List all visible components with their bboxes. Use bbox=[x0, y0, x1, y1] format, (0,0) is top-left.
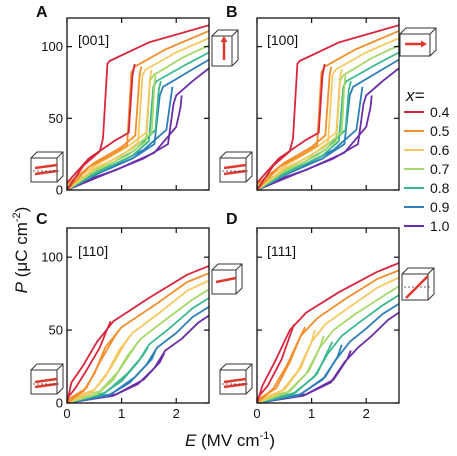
series-line-0.4-up bbox=[257, 262, 399, 403]
x-tick-label: 1 bbox=[308, 406, 315, 421]
x-tick-label: 0 bbox=[63, 406, 70, 421]
y-tick-label: 100 bbox=[41, 250, 63, 265]
panel-letter: D bbox=[226, 211, 238, 228]
x-tick-label: 1 bbox=[118, 406, 125, 421]
panels: 0 50 100 A [001] B [100] 0 50 100 0 1 2 C [110] 0 1 2 D [11… bbox=[36, 4, 400, 421]
panel-b: B [100] bbox=[226, 4, 400, 191]
series-line-1.0-up bbox=[257, 311, 399, 403]
legend-label-0.8: 0.8 bbox=[430, 180, 450, 196]
panel-a: 0 50 100 A [001] bbox=[36, 4, 210, 198]
series-line-0.4-down bbox=[67, 320, 112, 400]
series-line-1.0-down bbox=[257, 95, 373, 188]
series-line-0.6-down bbox=[67, 335, 131, 401]
panel-letter: A bbox=[36, 4, 48, 21]
series-line-1.0-down bbox=[67, 95, 183, 188]
legend-label-0.6: 0.6 bbox=[430, 142, 450, 158]
series-line-0.6-down bbox=[257, 329, 316, 401]
y-tick-label: 50 bbox=[49, 111, 63, 126]
series-line-0.4-up bbox=[67, 24, 209, 190]
cube-icon-d-bottom bbox=[219, 363, 253, 395]
series-line-0.4-down bbox=[257, 323, 295, 400]
panel-d: 0 1 2 D [111] bbox=[226, 211, 400, 421]
y-tick-label: 0 bbox=[56, 396, 63, 411]
direction-label: [110] bbox=[78, 243, 108, 259]
series-line-0.7-down bbox=[257, 75, 347, 187]
series-line-0.7-down bbox=[67, 341, 139, 401]
series-line-0.7-down bbox=[67, 75, 157, 187]
y-tick-label: 0 bbox=[56, 183, 63, 198]
cube-icon-c-bottom bbox=[30, 363, 64, 395]
panel-frame bbox=[256, 17, 400, 191]
x-tick-label: 2 bbox=[363, 406, 370, 421]
direction-label: [100] bbox=[267, 32, 298, 48]
series-line-0.6-down bbox=[257, 69, 343, 186]
panel-curves bbox=[257, 262, 399, 403]
cube-icon-b-bottom bbox=[219, 151, 253, 183]
x-tick-label: 0 bbox=[253, 406, 260, 421]
series-line-0.9-up bbox=[67, 306, 209, 403]
y-tick-label: 50 bbox=[49, 323, 63, 338]
series-line-0.8-down bbox=[257, 341, 334, 403]
series-line-0.8-up bbox=[257, 51, 399, 190]
cube-icon-a-bottom bbox=[30, 151, 64, 183]
cube-icon-a-top bbox=[211, 29, 239, 67]
series-line-0.6-down bbox=[67, 69, 153, 186]
panel-curves bbox=[257, 24, 399, 190]
cube-icon-b-top bbox=[399, 27, 437, 57]
legend-title: x= bbox=[405, 86, 425, 105]
series-line-0.5-down bbox=[67, 329, 120, 401]
series-line-0.6-up bbox=[67, 37, 209, 190]
series-line-0.5-down bbox=[67, 66, 143, 186]
panel-frame bbox=[66, 227, 210, 404]
series-line-0.4-up bbox=[67, 265, 209, 403]
panel-frame bbox=[256, 227, 400, 404]
series-line-0.5-down bbox=[257, 66, 333, 186]
legend-label-0.7: 0.7 bbox=[430, 161, 450, 177]
panel-frame bbox=[66, 17, 210, 191]
series-line-0.8-up bbox=[67, 51, 209, 190]
series-line-0.7-down bbox=[257, 335, 325, 401]
direction-label: [001] bbox=[78, 32, 109, 48]
y-tick-label: 100 bbox=[41, 39, 63, 54]
legend: x= 0.4 0.5 0.6 0.7 0.8 0.9 1.0 bbox=[404, 86, 450, 234]
legend-label-1.0: 1.0 bbox=[430, 218, 450, 234]
series-line-0.5-up bbox=[257, 269, 399, 403]
series-line-0.6-up bbox=[257, 276, 399, 403]
x-axis-label: E (MV cm-1) bbox=[185, 430, 275, 450]
series-line-0.8-up bbox=[67, 297, 209, 403]
series-line-0.4-up bbox=[257, 24, 399, 190]
panel-curves bbox=[67, 24, 209, 190]
legend-label-0.9: 0.9 bbox=[430, 199, 450, 215]
series-line-0.5-down bbox=[257, 326, 306, 401]
panel-curves bbox=[67, 265, 209, 403]
panel-letter: B bbox=[226, 4, 238, 21]
panel-letter: C bbox=[36, 211, 48, 228]
series-line-0.4-down bbox=[257, 63, 326, 184]
series-line-0.4-down bbox=[67, 63, 136, 184]
cube-icon-c-top bbox=[211, 263, 243, 295]
legend-label-0.5: 0.5 bbox=[430, 123, 450, 139]
y-axis-label: P (μC cm-2) bbox=[11, 207, 31, 294]
panel-c: 0 50 100 0 1 2 C [110] bbox=[36, 211, 210, 421]
direction-label: [111] bbox=[267, 243, 296, 259]
cube-icon-d-top bbox=[401, 267, 435, 301]
x-tick-label: 2 bbox=[173, 406, 180, 421]
legend-label-0.4: 0.4 bbox=[430, 104, 450, 120]
series-line-0.6-up bbox=[257, 37, 399, 190]
